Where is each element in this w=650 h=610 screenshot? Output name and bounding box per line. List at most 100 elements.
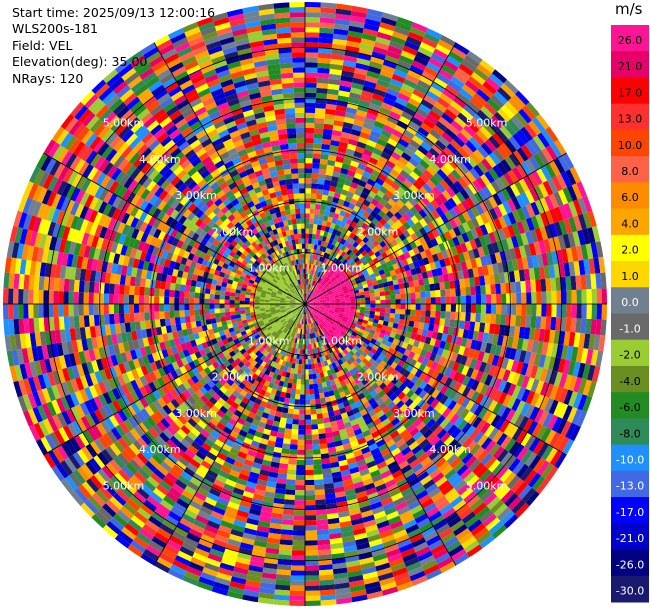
velocity-cell: [390, 294, 396, 300]
velocity-cell: [441, 131, 454, 144]
velocity-cell: [331, 263, 337, 269]
velocity-cell: [322, 246, 327, 253]
velocity-cell: [504, 139, 517, 154]
velocity-cell: [429, 128, 442, 140]
velocity-cell: [391, 223, 399, 232]
velocity-cell: [484, 170, 495, 184]
velocity-cell: [305, 188, 312, 194]
velocity-cell: [214, 304, 220, 309]
velocity-cell: [159, 296, 165, 304]
velocity-cell: [309, 284, 313, 290]
velocity-cell: [525, 203, 536, 218]
velocity-cell: [353, 256, 360, 263]
velocity-cell: [475, 214, 485, 227]
velocity-cell: [420, 99, 434, 110]
velocity-cell: [499, 250, 507, 263]
velocity-cell: [432, 158, 444, 169]
velocity-cell: [413, 112, 426, 123]
velocity-cell: [412, 180, 423, 191]
velocity-cell: [482, 81, 497, 95]
velocity-cell: [587, 210, 597, 228]
velocity-cell: [595, 272, 602, 289]
velocity-cell: [347, 202, 356, 210]
velocity-cell: [367, 250, 375, 257]
velocity-cell: [382, 147, 394, 156]
velocity-cell: [370, 300, 376, 304]
velocity-cell: [516, 164, 528, 179]
velocity-cell: [359, 94, 372, 103]
velocity-cell: [400, 111, 414, 121]
velocity-cell: [481, 158, 493, 171]
velocity-cell: [352, 193, 360, 201]
velocity-cell: [428, 86, 443, 98]
velocity-cell: [357, 104, 369, 113]
velocity-cell: [545, 278, 552, 292]
velocity-cell: [464, 80, 480, 93]
velocity-cell: [521, 292, 527, 304]
velocity-cell: [429, 262, 437, 271]
velocity-cell: [537, 150, 550, 166]
velocity-cell: [516, 257, 524, 271]
velocity-cell: [351, 262, 358, 269]
velocity-cell: [435, 120, 448, 132]
velocity-cell: [313, 133, 323, 139]
velocity-cell: [209, 289, 216, 295]
velocity-cell: [502, 213, 512, 227]
velocity-cell: [394, 219, 403, 228]
velocity-cell: [381, 194, 391, 203]
velocity-cell: [308, 297, 314, 302]
velocity-cell: [349, 238, 356, 246]
velocity-cell: [286, 188, 294, 195]
velocity-cell: [510, 281, 517, 294]
velocity-cell: [333, 291, 339, 295]
velocity-cell: [318, 295, 324, 299]
velocity-cell: [419, 218, 428, 228]
velocity-cell: [402, 165, 413, 175]
velocity-cell: [320, 280, 326, 286]
velocity-cell: [229, 311, 236, 316]
velocity-cell: [362, 229, 369, 237]
velocity-cell: [372, 181, 382, 191]
velocity-cell: [386, 218, 395, 227]
velocity-cell: [415, 107, 429, 119]
velocity-cell: [293, 92, 305, 98]
velocity-cell: [515, 194, 526, 208]
velocity-cell: [419, 285, 426, 292]
velocity-cell: [382, 244, 390, 252]
velocity-cell: [375, 221, 384, 230]
velocity-cell: [560, 171, 572, 188]
velocity-cell: [308, 228, 313, 234]
velocity-cell: [367, 214, 375, 222]
velocity-cell: [567, 185, 578, 202]
velocity-cell: [295, 213, 301, 219]
velocity-cell: [300, 218, 305, 224]
velocity-cell: [108, 283, 115, 294]
velocity-cell: [553, 191, 564, 207]
velocity-cell: [568, 216, 578, 233]
velocity-cell: [409, 206, 419, 216]
velocity-cell: [310, 264, 314, 270]
velocity-cell: [310, 285, 314, 291]
velocity-cell: [487, 264, 494, 275]
velocity-cell: [469, 277, 476, 287]
velocity-cell: [285, 178, 293, 185]
velocity-cell: [53, 316, 60, 331]
velocity-cell: [316, 255, 321, 261]
velocity-cell: [322, 215, 329, 222]
velocity-cell: [448, 228, 457, 239]
velocity-cell: [292, 72, 305, 78]
velocity-cell: [432, 124, 445, 136]
velocity-cell: [307, 295, 311, 300]
velocity-cell: [335, 283, 341, 289]
velocity-cell: [381, 262, 388, 270]
velocity-cell: [350, 301, 356, 304]
velocity-cell: [362, 148, 373, 157]
velocity-cell: [580, 244, 589, 260]
velocity-cell: [539, 212, 550, 227]
velocity-cell: [144, 287, 150, 296]
velocity-cell: [412, 246, 420, 255]
velocity-cell: [551, 176, 563, 192]
velocity-cell: [378, 287, 385, 293]
velocity-cell: [315, 102, 327, 109]
velocity-cell: [164, 289, 170, 297]
